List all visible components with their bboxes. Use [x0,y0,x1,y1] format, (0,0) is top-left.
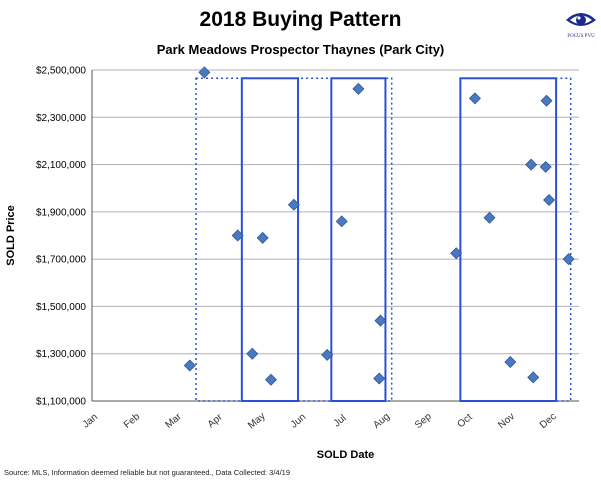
x-tick-label: May [246,411,268,432]
data-point [483,211,496,224]
logo-text: FOCUS PVU [567,34,595,39]
data-point [450,247,463,260]
chart-title: 2018 Buying Pattern [199,8,402,31]
data-point [562,253,575,266]
data-point [183,359,196,372]
data-point [352,82,365,95]
data-point [264,373,277,386]
y-tick-label: $2,300,000 [36,113,86,124]
data-point [504,355,517,368]
chart-subtitle: Park Meadows Prospector Thaynes (Park Ci… [156,42,445,57]
highlight-box [330,77,387,403]
y-axis-title: SOLD Price [5,205,17,266]
logo: FOCUS PVU [562,4,600,44]
x-tick-label: Jan [81,412,100,431]
y-tick-label: $1,300,000 [36,349,86,360]
dotted-highlight-box [459,77,572,402]
y-tick-label: $2,500,000 [36,66,86,77]
data-point [256,231,269,244]
data-point [321,348,334,361]
eye-icon [566,13,596,26]
y-tick-label: $1,700,000 [36,255,86,266]
x-tick-label: Jun [289,412,308,431]
data-point [335,215,348,228]
x-tick-label: Nov [496,411,517,431]
data-point [525,158,538,171]
data-point [540,94,553,107]
x-tick-label: Feb [122,411,143,431]
data-point [231,229,244,242]
x-tick-label: Sep [413,411,434,431]
data-point [539,160,552,173]
x-tick-label: Jul [332,413,349,430]
source-note: Source: MLS, Information deemed reliable… [4,468,291,477]
data-point [287,198,300,211]
x-tick-label: Dec [538,411,559,431]
x-tick-label: Oct [456,412,475,431]
x-axis-title: SOLD Date [317,449,374,461]
highlight-box [240,77,300,403]
x-tick-label: Aug [371,411,392,431]
y-tick-label: $1,500,000 [36,302,86,313]
x-tick-label: Mar [164,411,185,431]
data-point [468,92,481,105]
y-tick-label: $1,900,000 [36,207,86,218]
data-point [246,347,259,360]
y-tick-label: $1,100,000 [36,397,86,408]
data-point [374,314,387,327]
x-tick-label: Apr [206,411,226,430]
data-point [373,372,386,385]
y-tick-label: $2,100,000 [36,160,86,171]
data-point [198,66,211,79]
data-point [543,194,556,207]
highlight-box [459,77,558,403]
data-point [527,371,540,384]
dotted-highlight-box [195,77,393,402]
